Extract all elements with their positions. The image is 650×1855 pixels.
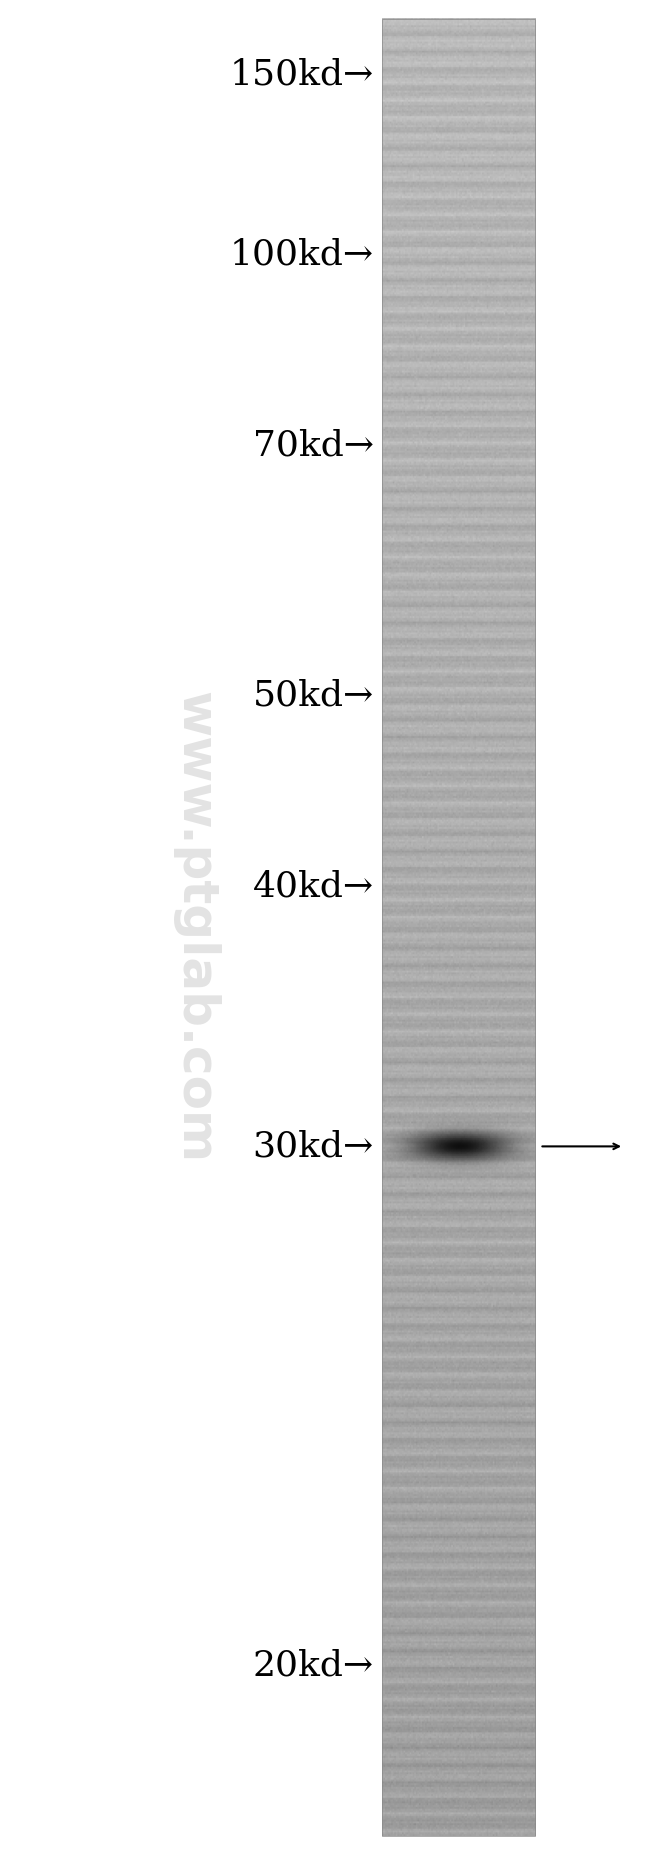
Text: 100kd→: 100kd→: [229, 237, 374, 271]
Text: 150kd→: 150kd→: [229, 58, 374, 91]
Text: 20kd→: 20kd→: [253, 1649, 374, 1682]
Text: 30kd→: 30kd→: [252, 1130, 374, 1163]
Text: 40kd→: 40kd→: [253, 870, 374, 903]
Text: www.ptglab.com: www.ptglab.com: [171, 692, 219, 1163]
Text: 50kd→: 50kd→: [252, 679, 374, 712]
Text: 70kd→: 70kd→: [253, 429, 374, 462]
Bar: [382, 19, 535, 1836]
